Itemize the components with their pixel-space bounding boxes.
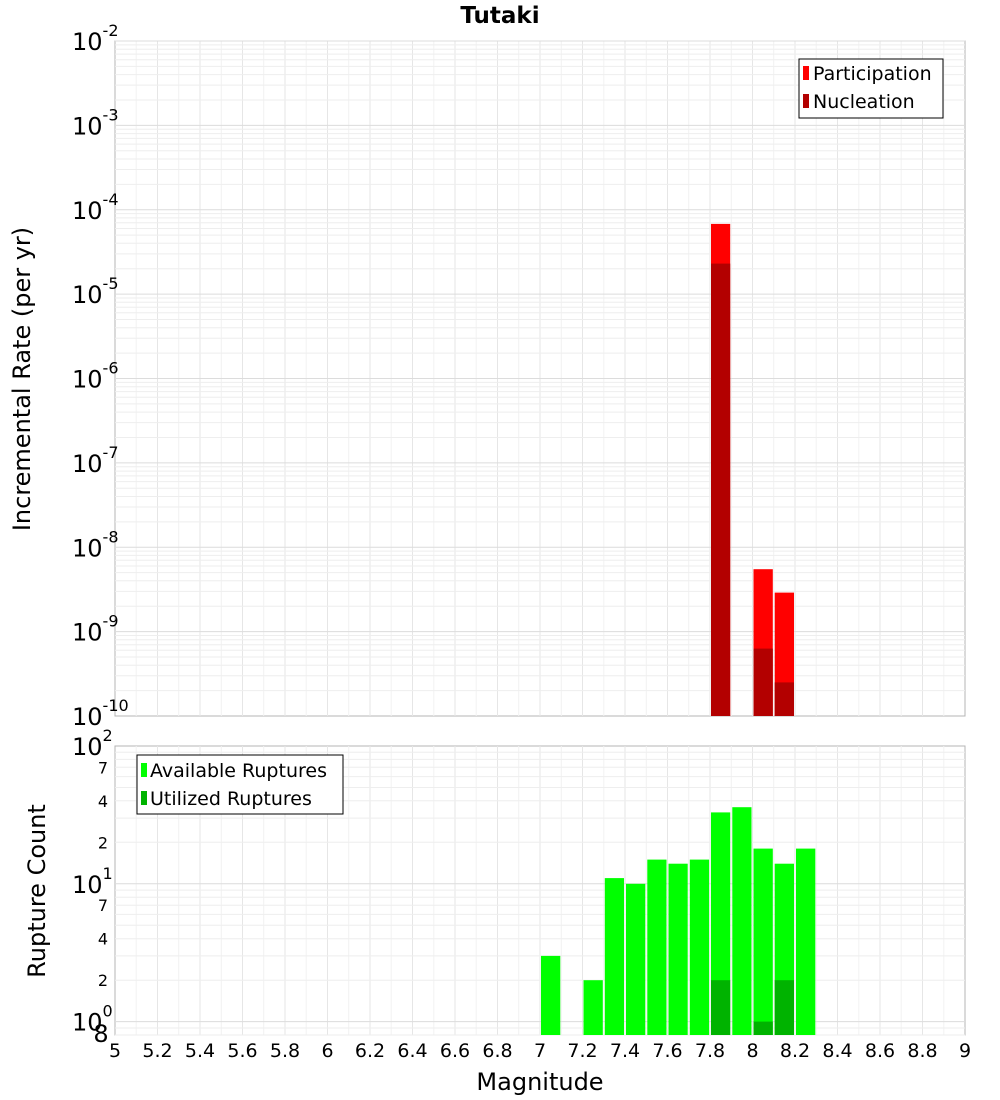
x-tick-label: 7.2 <box>567 1040 597 1062</box>
y-tick-label: 10-2 <box>72 21 119 56</box>
legend-label-available: Available Ruptures <box>150 760 327 782</box>
bar-available-ruptures <box>711 812 731 1035</box>
x-tick-label: 7.6 <box>652 1040 682 1062</box>
x-tick-label: 6.8 <box>482 1040 512 1062</box>
x-tick-label: 9 <box>959 1040 971 1062</box>
y-tick-label: 10-4 <box>72 190 119 225</box>
legend-swatch-nucleation <box>803 94 809 108</box>
rate-bars <box>711 223 794 716</box>
count-y-axis-label: Rupture Count <box>23 804 51 978</box>
x-axis-label: Magnitude <box>476 1068 603 1096</box>
bar-available-ruptures <box>753 848 773 1035</box>
x-tick-label: 5.4 <box>185 1040 215 1062</box>
y-tick-label: 10-7 <box>72 443 119 478</box>
y-tick-label: 102 <box>72 726 113 761</box>
bar-utilized-ruptures <box>753 1021 773 1035</box>
x-tick-label: 6.2 <box>355 1040 385 1062</box>
legend-swatch-available <box>141 763 147 777</box>
x-tick-label: 5.6 <box>227 1040 257 1062</box>
y-tick-label: 10-10 <box>72 696 129 731</box>
bar-nucleation <box>711 263 731 716</box>
y-tick-label: 10-5 <box>72 274 119 309</box>
bar-available-ruptures <box>541 955 561 1035</box>
legend-label-participation: Participation <box>813 63 932 85</box>
count-legend-box <box>136 754 344 815</box>
bar-nucleation <box>753 648 773 716</box>
y-tick-label: 10-6 <box>72 359 119 394</box>
x-tick-label: 8.4 <box>822 1040 852 1062</box>
y-minor-tick-label: 2 <box>98 971 108 990</box>
x-tick-label: 5 <box>109 1040 121 1062</box>
x-tick-label: 8.6 <box>865 1040 895 1062</box>
rate-legend: Participation Nucleation <box>798 58 944 119</box>
y-tick-label: 101 <box>72 864 113 899</box>
y-minor-tick-label: 7 <box>98 758 108 777</box>
chart-title: Tutaki <box>460 3 539 29</box>
x-tick-label: 7 <box>534 1040 546 1062</box>
rate-panel: 10-2 10-3 10-4 10-5 10-6 10-7 10-8 10-9 10-10 In… <box>8 21 966 731</box>
x-tick-label: 5.8 <box>270 1040 300 1062</box>
magnitude-x-ticks: 5 5.2 5.4 5.6 5.8 6 6.2 6.4 6.6 6.8 7 7.2 7.4 7.6 7.8 8… <box>109 1040 971 1062</box>
count-y-ticks: 102 101 100 7 4 2 7 4 2 8 <box>72 726 113 1048</box>
rate-y-ticks: 10-2 10-3 10-4 10-5 10-6 10-7 10-8 10-9 10-10 <box>72 21 129 731</box>
x-tick-label: 6.4 <box>397 1040 427 1062</box>
y-tick-label: 10-8 <box>72 527 119 562</box>
bar-available-ruptures <box>796 848 816 1035</box>
rate-legend-box <box>798 58 944 119</box>
y-tick-label: 10-3 <box>72 105 119 140</box>
bar-available-ruptures <box>583 980 603 1035</box>
bar-available-ruptures <box>668 863 688 1035</box>
bar-nucleation <box>774 682 794 716</box>
y-tick-label: 100 <box>72 1002 113 1037</box>
rate-gridlines <box>115 40 965 716</box>
y-minor-tick-label: 8 <box>93 1020 108 1048</box>
bar-available-ruptures <box>732 807 752 1035</box>
count-legend: Available Ruptures Utilized Ruptures <box>136 754 344 815</box>
x-tick-label: 6 <box>321 1040 333 1062</box>
y-minor-tick-label: 4 <box>98 792 108 811</box>
x-tick-label: 7.8 <box>695 1040 725 1062</box>
bar-available-ruptures <box>689 859 710 1035</box>
count-gridlines <box>115 746 965 1036</box>
legend-swatch-utilized <box>141 791 147 805</box>
y-tick-label: 10-9 <box>72 612 119 647</box>
legend-label-utilized: Utilized Ruptures <box>150 788 312 810</box>
x-tick-label: 5.2 <box>142 1040 172 1062</box>
y-minor-tick-label: 2 <box>98 833 108 852</box>
legend-swatch-participation <box>803 66 809 80</box>
x-tick-label: 8.2 <box>780 1040 810 1062</box>
x-tick-label: 8 <box>746 1040 758 1062</box>
y-minor-tick-label: 4 <box>98 930 108 949</box>
legend-label-nucleation: Nucleation <box>813 91 915 113</box>
x-tick-label: 6.6 <box>440 1040 470 1062</box>
rate-y-axis-label: Incremental Rate (per yr) <box>8 227 36 531</box>
bar-available-ruptures <box>604 878 624 1035</box>
count-panel: 102 101 100 7 4 2 7 4 2 8 5 5.2 5.4 5.6 5.8 6 6.2 6.4 6.6… <box>23 726 971 1096</box>
x-tick-label: 7.4 <box>610 1040 640 1062</box>
y-minor-tick-label: 7 <box>98 896 108 915</box>
count-bars <box>541 807 816 1035</box>
bar-available-ruptures <box>626 883 646 1035</box>
bar-utilized-ruptures <box>711 980 731 1035</box>
bar-available-ruptures <box>647 859 667 1035</box>
bar-utilized-ruptures <box>774 980 794 1035</box>
x-tick-label: 8.8 <box>907 1040 937 1062</box>
